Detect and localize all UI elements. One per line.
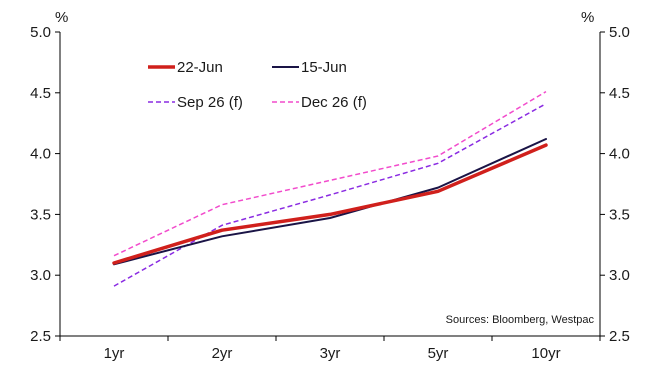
series-line-15-jun — [113, 138, 547, 266]
y-axis-unit-right: % — [581, 9, 594, 26]
y-tick-label-right: 4.0 — [609, 146, 630, 163]
legend-label-15-jun: 15-Jun — [301, 59, 347, 76]
x-tick-label: 10yr — [531, 345, 560, 362]
x-tick-label: 5yr — [428, 345, 449, 362]
y-tick-label-left: 3.5 — [30, 206, 51, 223]
axes: 2.5 2.5 3.0 3.0 3.5 3.5 4.0 4.0 4.5 4.5 5.0 5.0 1yr 2… — [30, 24, 630, 362]
legend-label-sep-26-f: Sep 26 (f) — [177, 94, 243, 111]
y-axis-unit-left: % — [55, 9, 68, 26]
series-line-sep-26-f — [113, 103, 547, 287]
series-layer — [112, 90, 548, 287]
y-tick-label-left: 3.0 — [30, 267, 51, 284]
legend-label-22-jun: 22-Jun — [177, 59, 223, 76]
series-line-22-jun — [112, 143, 548, 265]
x-tick-label: 2yr — [212, 345, 233, 362]
y-tick-label-left: 2.5 — [30, 328, 51, 345]
source-note: Sources: Bloomberg, Westpac — [446, 314, 595, 326]
x-tick-label: 3yr — [320, 345, 341, 362]
x-tick-label: 1yr — [104, 345, 125, 362]
y-tick-label-right: 2.5 — [609, 328, 630, 345]
y-tick-label-left: 4.5 — [30, 85, 51, 102]
y-tick-label-right: 3.5 — [609, 206, 630, 223]
y-tick-label-left: 5.0 — [30, 24, 51, 41]
y-tick-label-left: 4.0 — [30, 146, 51, 163]
legend-label-dec-26-f: Dec 26 (f) — [301, 94, 367, 111]
y-tick-label-right: 5.0 — [609, 24, 630, 41]
legend: 22-Jun 15-Jun Sep 26 (f) Dec 26 (f) — [148, 59, 367, 111]
y-tick-label-right: 4.5 — [609, 85, 630, 102]
y-tick-label-right: 3.0 — [609, 267, 630, 284]
